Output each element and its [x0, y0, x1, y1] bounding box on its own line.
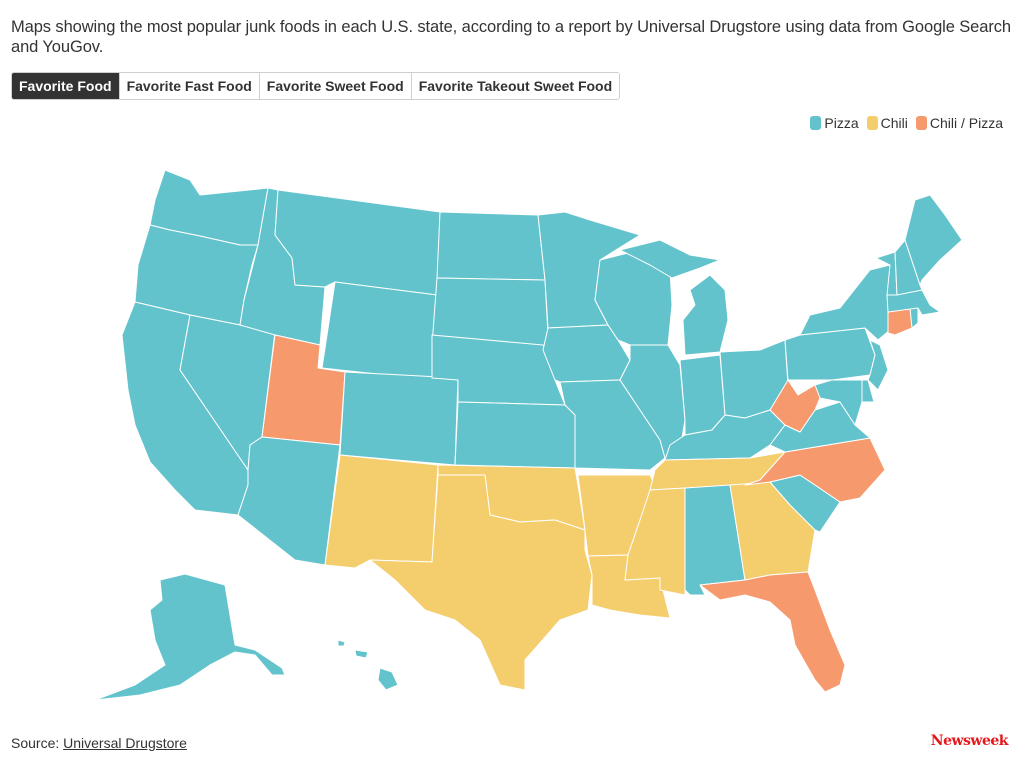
map-tabs: Favorite Food Favorite Fast Food Favorit… — [11, 72, 621, 100]
legend-item-chili-pizza: Chili / Pizza — [915, 115, 1003, 131]
state-ND[interactable] — [436, 211, 546, 281]
state-NJ[interactable] — [867, 339, 889, 391]
state-ME[interactable] — [904, 194, 963, 286]
state-MD[interactable] — [814, 379, 863, 426]
state-WY[interactable] — [321, 281, 438, 381]
chart-description: Maps showing the most popular junk foods… — [11, 18, 1011, 56]
state-NM[interactable] — [324, 454, 439, 569]
state-HI-islands-2[interactable] — [354, 649, 369, 659]
state-NH[interactable] — [894, 239, 923, 296]
legend-label: Chili — [880, 115, 908, 131]
newsweek-logo: Newsweek — [930, 733, 1009, 749]
legend-swatch-icon — [866, 116, 878, 130]
legend-item-pizza: Pizza — [810, 115, 859, 131]
legend-label: Pizza — [824, 115, 859, 131]
state-NY[interactable] — [799, 264, 896, 341]
state-MA[interactable] — [886, 289, 941, 316]
state-FL[interactable] — [699, 571, 846, 693]
state-MI-UP[interactable] — [619, 239, 721, 279]
tab-favorite-food[interactable]: Favorite Food — [12, 73, 119, 99]
source-note: Source: Universal Drugstore — [11, 735, 187, 751]
source-prefix: Source: — [11, 735, 64, 751]
state-MT[interactable] — [274, 189, 441, 296]
legend-swatch-icon — [810, 116, 822, 130]
state-KS[interactable] — [454, 401, 576, 469]
legend-swatch-icon — [915, 116, 927, 130]
state-PA[interactable] — [784, 327, 876, 381]
state-AK[interactable] — [94, 573, 286, 701]
state-CO[interactable] — [339, 371, 459, 466]
state-IL[interactable] — [619, 344, 686, 459]
legend-item-chili: Chili — [866, 115, 908, 131]
legend: Pizza Chili Chili / Pizza — [810, 115, 1003, 131]
state-TX[interactable] — [369, 474, 593, 691]
state-RI[interactable] — [909, 307, 919, 329]
state-HI[interactable] — [377, 667, 399, 691]
us-map — [0, 140, 1020, 710]
tab-favorite-fast-food[interactable]: Favorite Fast Food — [118, 73, 259, 99]
state-CT[interactable] — [887, 307, 913, 336]
legend-label: Chili / Pizza — [929, 115, 1003, 131]
state-NC[interactable] — [744, 437, 886, 503]
tab-favorite-sweet-food[interactable]: Favorite Sweet Food — [258, 73, 411, 99]
state-HI-islands[interactable] — [337, 639, 346, 647]
state-AZ[interactable] — [237, 436, 341, 566]
state-MI[interactable] — [682, 274, 729, 356]
source-link[interactable]: Universal Drugstore — [63, 735, 187, 751]
tab-favorite-takeout-sweet-food[interactable]: Favorite Takeout Sweet Food — [410, 73, 620, 99]
state-VT[interactable] — [875, 251, 898, 296]
